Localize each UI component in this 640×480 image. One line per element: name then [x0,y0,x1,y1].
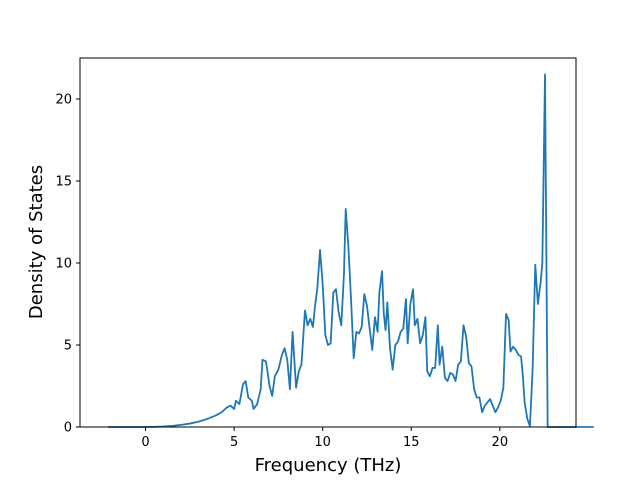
plot-frame [79,57,577,428]
dos-series-line [108,73,594,428]
x-tick-label: 10 [314,435,331,450]
x-tick-label: 20 [492,435,509,450]
x-tick-label: 0 [141,435,149,450]
plot-layer [108,73,594,428]
x-tick-label: 5 [230,435,238,450]
y-tick-label: 5 [64,339,72,354]
y-tick-label: 20 [55,93,72,108]
y-axis-label: Density of States [26,165,47,319]
tick-layer: 0 5 10 15 20 0 5 10 15 20 [55,93,508,451]
y-tick-label: 10 [55,257,72,272]
x-tick-label: 15 [403,435,420,450]
x-axis-label: Frequency (THz) [255,455,402,476]
y-tick-label: 15 [55,175,72,190]
y-tick-label: 0 [64,421,72,436]
